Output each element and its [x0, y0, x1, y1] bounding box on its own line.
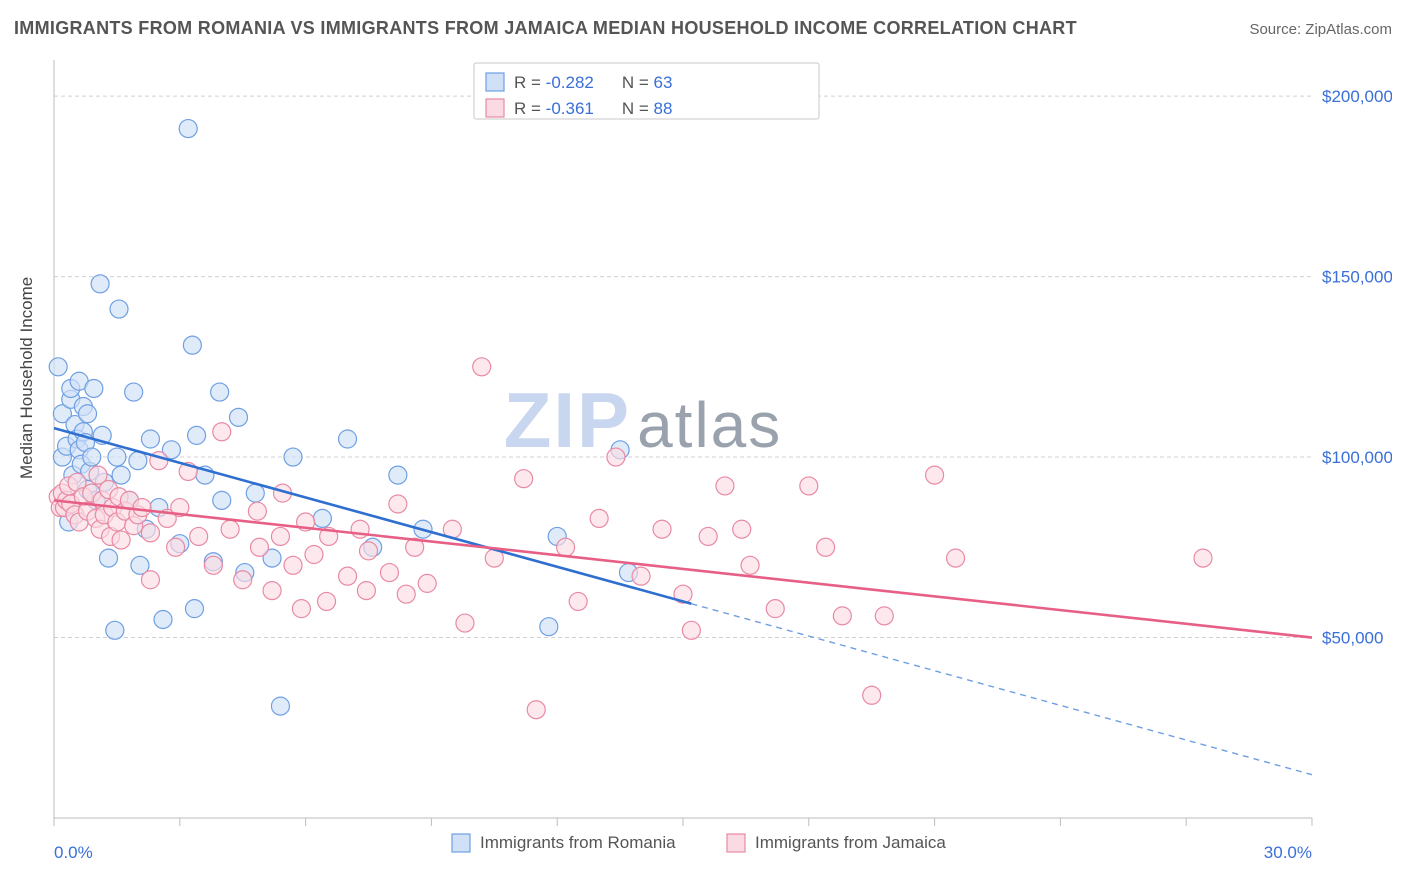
y-tick-label: $150,000	[1322, 268, 1392, 287]
chart-title: IMMIGRANTS FROM ROMANIA VS IMMIGRANTS FR…	[14, 18, 1077, 39]
scatter-point	[213, 491, 231, 509]
legend-stat-row: R = -0.361N = 88	[514, 99, 672, 118]
scatter-point	[112, 466, 130, 484]
scatter-point	[129, 452, 147, 470]
scatter-point	[91, 275, 109, 293]
scatter-point	[766, 600, 784, 618]
scatter-point	[125, 383, 143, 401]
scatter-point	[108, 448, 126, 466]
scatter-point	[154, 610, 172, 628]
legend-swatch	[486, 73, 504, 91]
y-tick-label: $50,000	[1322, 629, 1383, 648]
scatter-point	[418, 574, 436, 592]
scatter-point	[112, 531, 130, 549]
scatter-point	[211, 383, 229, 401]
scatter-point	[221, 520, 239, 538]
scatter-point	[607, 448, 625, 466]
scatter-point	[85, 379, 103, 397]
scatter-point	[133, 499, 151, 517]
scatter-point	[817, 538, 835, 556]
scatter-point	[926, 466, 944, 484]
scatter-point	[49, 358, 67, 376]
scatter-point	[527, 701, 545, 719]
scatter-point	[947, 549, 965, 567]
scatter-point	[590, 509, 608, 527]
legend-swatch	[486, 99, 504, 117]
y-tick-label: $200,000	[1322, 87, 1392, 106]
scatter-point	[653, 520, 671, 538]
scatter-point	[733, 520, 751, 538]
scatter-point	[699, 527, 717, 545]
scatter-point	[141, 524, 159, 542]
scatter-point	[284, 556, 302, 574]
scatter-point	[79, 405, 97, 423]
scatter-point	[863, 686, 881, 704]
scatter-point	[230, 408, 248, 426]
scatter-point	[339, 567, 357, 585]
scatter-point	[167, 538, 185, 556]
scatter-point	[473, 358, 491, 376]
scatter-point	[800, 477, 818, 495]
scatter-point	[141, 430, 159, 448]
scatter-point	[190, 527, 208, 545]
x-tick-label: 0.0%	[54, 843, 93, 862]
legend-stat-row: R = -0.282N = 63	[514, 73, 672, 92]
scatter-point	[284, 448, 302, 466]
scatter-point	[741, 556, 759, 574]
scatter-point	[183, 336, 201, 354]
legend-swatch	[452, 834, 470, 852]
scatter-point	[100, 549, 118, 567]
regression-line-extrapolated	[691, 604, 1312, 775]
scatter-point	[271, 697, 289, 715]
scatter-point	[389, 495, 407, 513]
scatter-point	[292, 600, 310, 618]
scatter-point	[305, 546, 323, 564]
scatter-point	[360, 542, 378, 560]
y-tick-label: $100,000	[1322, 448, 1392, 467]
scatter-point	[1194, 549, 1212, 567]
scatter-point	[557, 538, 575, 556]
scatter-point	[540, 618, 558, 636]
scatter-point	[271, 527, 289, 545]
scatter-point	[318, 592, 336, 610]
scatter-point	[188, 426, 206, 444]
legend-series-label: Immigrants from Romania	[480, 833, 676, 852]
scatter-point	[716, 477, 734, 495]
legend-series-label: Immigrants from Jamaica	[755, 833, 946, 852]
scatter-point	[357, 582, 375, 600]
scatter-point	[682, 621, 700, 639]
scatter-point	[83, 448, 101, 466]
x-tick-label: 30.0%	[1264, 843, 1312, 862]
source-label: Source: ZipAtlas.com	[1249, 21, 1392, 38]
y-axis-title: Median Household Income	[17, 277, 36, 479]
correlation-scatter-chart: ZIPatlas $50,000 $100,000 $150,000 $200,000 M…	[14, 48, 1392, 878]
scatter-point	[141, 571, 159, 589]
scatter-point	[569, 592, 587, 610]
scatter-point	[106, 621, 124, 639]
scatter-point	[246, 484, 264, 502]
scatter-point	[515, 470, 533, 488]
watermark: ZIPatlas	[504, 376, 783, 464]
scatter-point	[632, 567, 650, 585]
scatter-point	[833, 607, 851, 625]
scatter-point	[185, 600, 203, 618]
scatter-point	[389, 466, 407, 484]
legend-swatch	[727, 834, 745, 852]
scatter-point	[313, 509, 331, 527]
scatter-point	[234, 571, 252, 589]
scatter-point	[456, 614, 474, 632]
scatter-point	[179, 120, 197, 138]
scatter-point	[380, 564, 398, 582]
scatter-point	[263, 582, 281, 600]
scatter-point	[250, 538, 268, 556]
scatter-point	[339, 430, 357, 448]
scatter-point	[213, 423, 231, 441]
scatter-point	[875, 607, 893, 625]
scatter-point	[110, 300, 128, 318]
scatter-point	[248, 502, 266, 520]
scatter-point	[397, 585, 415, 603]
scatter-point	[204, 556, 222, 574]
